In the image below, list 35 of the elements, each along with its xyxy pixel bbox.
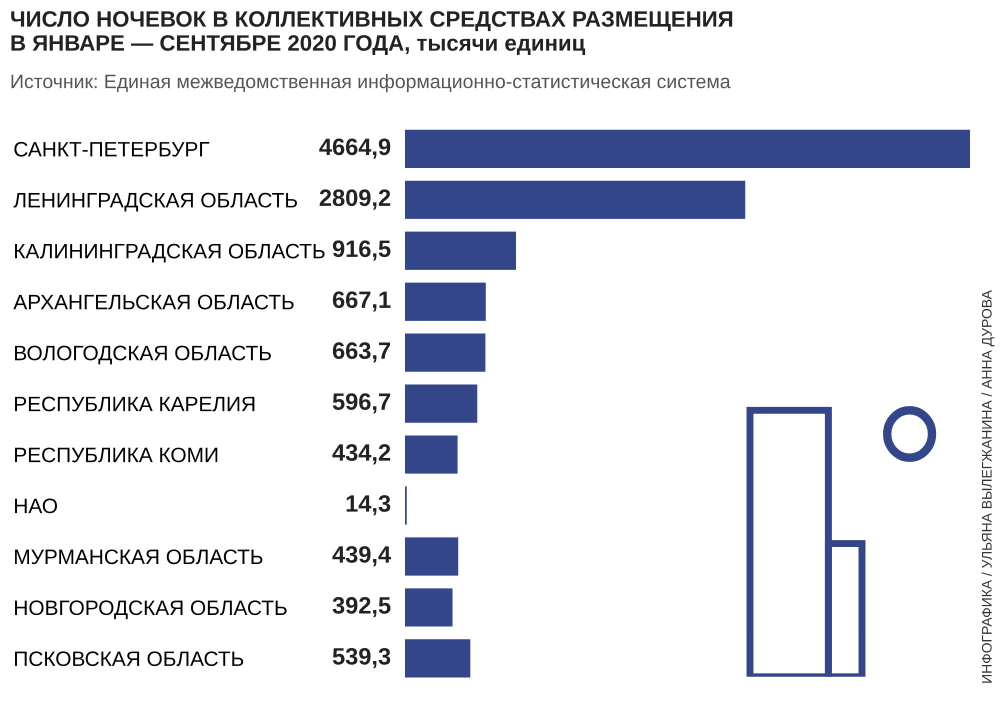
text: ИНФОГРАФИКА / УЛЬЯНА ВЫЛЕГЖАНИНА / АННА ДУРОВА (982, 290, 994, 683)
y-tick-label: НОВГОРОДСКАЯ ОБЛАСТЬ (15, 600, 287, 620)
data-label: 663,7 (332, 342, 390, 362)
bar (405, 435, 458, 474)
data-label: 4664,9 (319, 138, 390, 159)
data-label: 14,3 (346, 495, 390, 516)
y-tick-label: КАЛИНИНГРАДСКАЯ ОБЛАСТЬ (15, 244, 325, 262)
bar (405, 334, 486, 372)
bar (405, 130, 970, 168)
data-label: 596,7 (332, 393, 390, 414)
chart-subtitle: Источник: Единая межведомственная информационно-статистическая система (12, 74, 731, 92)
y-tick-label: НАО (15, 498, 58, 514)
data-label: 539,3 (332, 648, 390, 668)
y-tick-label: РЕСПУБЛИКА КАРЕЛИЯ (15, 396, 254, 412)
data-label: 392,5 (332, 597, 390, 618)
y-tick-label: ПСКОВСКАЯ ОБЛАСТЬ (15, 651, 244, 666)
bar (405, 384, 478, 423)
bar (405, 282, 486, 321)
y-tick-label: ВОЛОГОДСКАЯ ОБЛАСТЬ (15, 346, 271, 364)
bar (405, 588, 453, 627)
data-label: 434,2 (332, 444, 390, 464)
y-tick-label: РЕСПУБЛИКА КОМИ (15, 448, 218, 462)
bar (405, 180, 746, 219)
chart-title: ЧИСЛО НОЧЕВОК В КОЛЛЕКТИВНЫХ СРЕДСТВАХ РАЗМЕЩЕНИЯ В ЯНВАРЕ — СЕНТЯБРЕ 2020 ГОДА, тысячи единиц (11, 11, 732, 56)
bar (405, 537, 458, 576)
y-tick-label: МУРМАНСКАЯ ОБЛАСТЬ (15, 549, 262, 564)
y-tick-label: АРХАНГЕЛЬСКАЯ ОБЛАСТЬ (13, 294, 294, 310)
y-tick-label: САНКТ-ПЕТЕРБУРГ (14, 142, 210, 157)
bar (405, 639, 470, 678)
data-label: 916,5 (332, 240, 390, 261)
bar (405, 232, 516, 270)
y-tick-label: ЛЕНИНГРАДСКАЯ ОБЛАСТЬ (14, 192, 297, 212)
data-label: 2809,2 (320, 189, 390, 210)
data-label: 439,4 (332, 546, 391, 566)
data-label: 667,1 (332, 291, 390, 312)
